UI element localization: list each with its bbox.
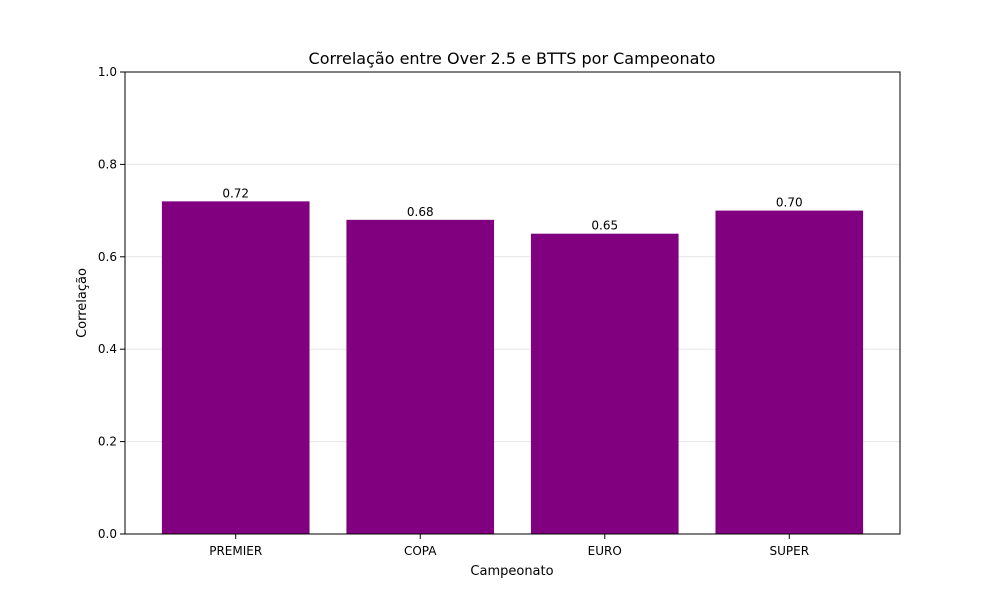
- bar-copa: [346, 219, 495, 534]
- x-tick-label: COPA: [404, 544, 437, 558]
- bar-premier: [161, 201, 310, 535]
- bar-value-labels: 0.72 0.68 0.65 0.70: [222, 186, 802, 232]
- y-axis-label: Correlação: [75, 268, 90, 338]
- y-tick-label: 0.4: [98, 342, 117, 356]
- y-tick-label: 0.2: [98, 435, 117, 449]
- bars: [161, 201, 864, 535]
- y-axis-ticks: 0.0 0.2 0.4 0.6 0.8 1.0: [98, 65, 125, 541]
- y-tick-label: 0.6: [98, 250, 117, 264]
- x-axis-label: Campeonato: [470, 564, 553, 579]
- bar-euro: [530, 233, 679, 534]
- plot-frame: [124, 71, 901, 535]
- bar-value-label: 0.65: [591, 219, 618, 233]
- bar-value-label: 0.68: [407, 205, 434, 219]
- x-tick-label: PREMIER: [209, 544, 262, 558]
- bar-value-label: 0.72: [222, 186, 249, 200]
- y-tick-label: 0.8: [98, 157, 117, 171]
- y-tick-label: 0.0: [98, 527, 117, 541]
- x-tick-label: EURO: [588, 544, 622, 558]
- bar-value-label: 0.70: [776, 196, 803, 210]
- y-tick-label: 1.0: [98, 65, 117, 79]
- bar-super: [715, 210, 864, 534]
- x-axis-ticks: PREMIER COPA EURO SUPER: [209, 534, 809, 558]
- x-tick-label: SUPER: [770, 544, 810, 558]
- chart-title: Correlação entre Over 2.5 e BTTS por Cam…: [309, 49, 716, 68]
